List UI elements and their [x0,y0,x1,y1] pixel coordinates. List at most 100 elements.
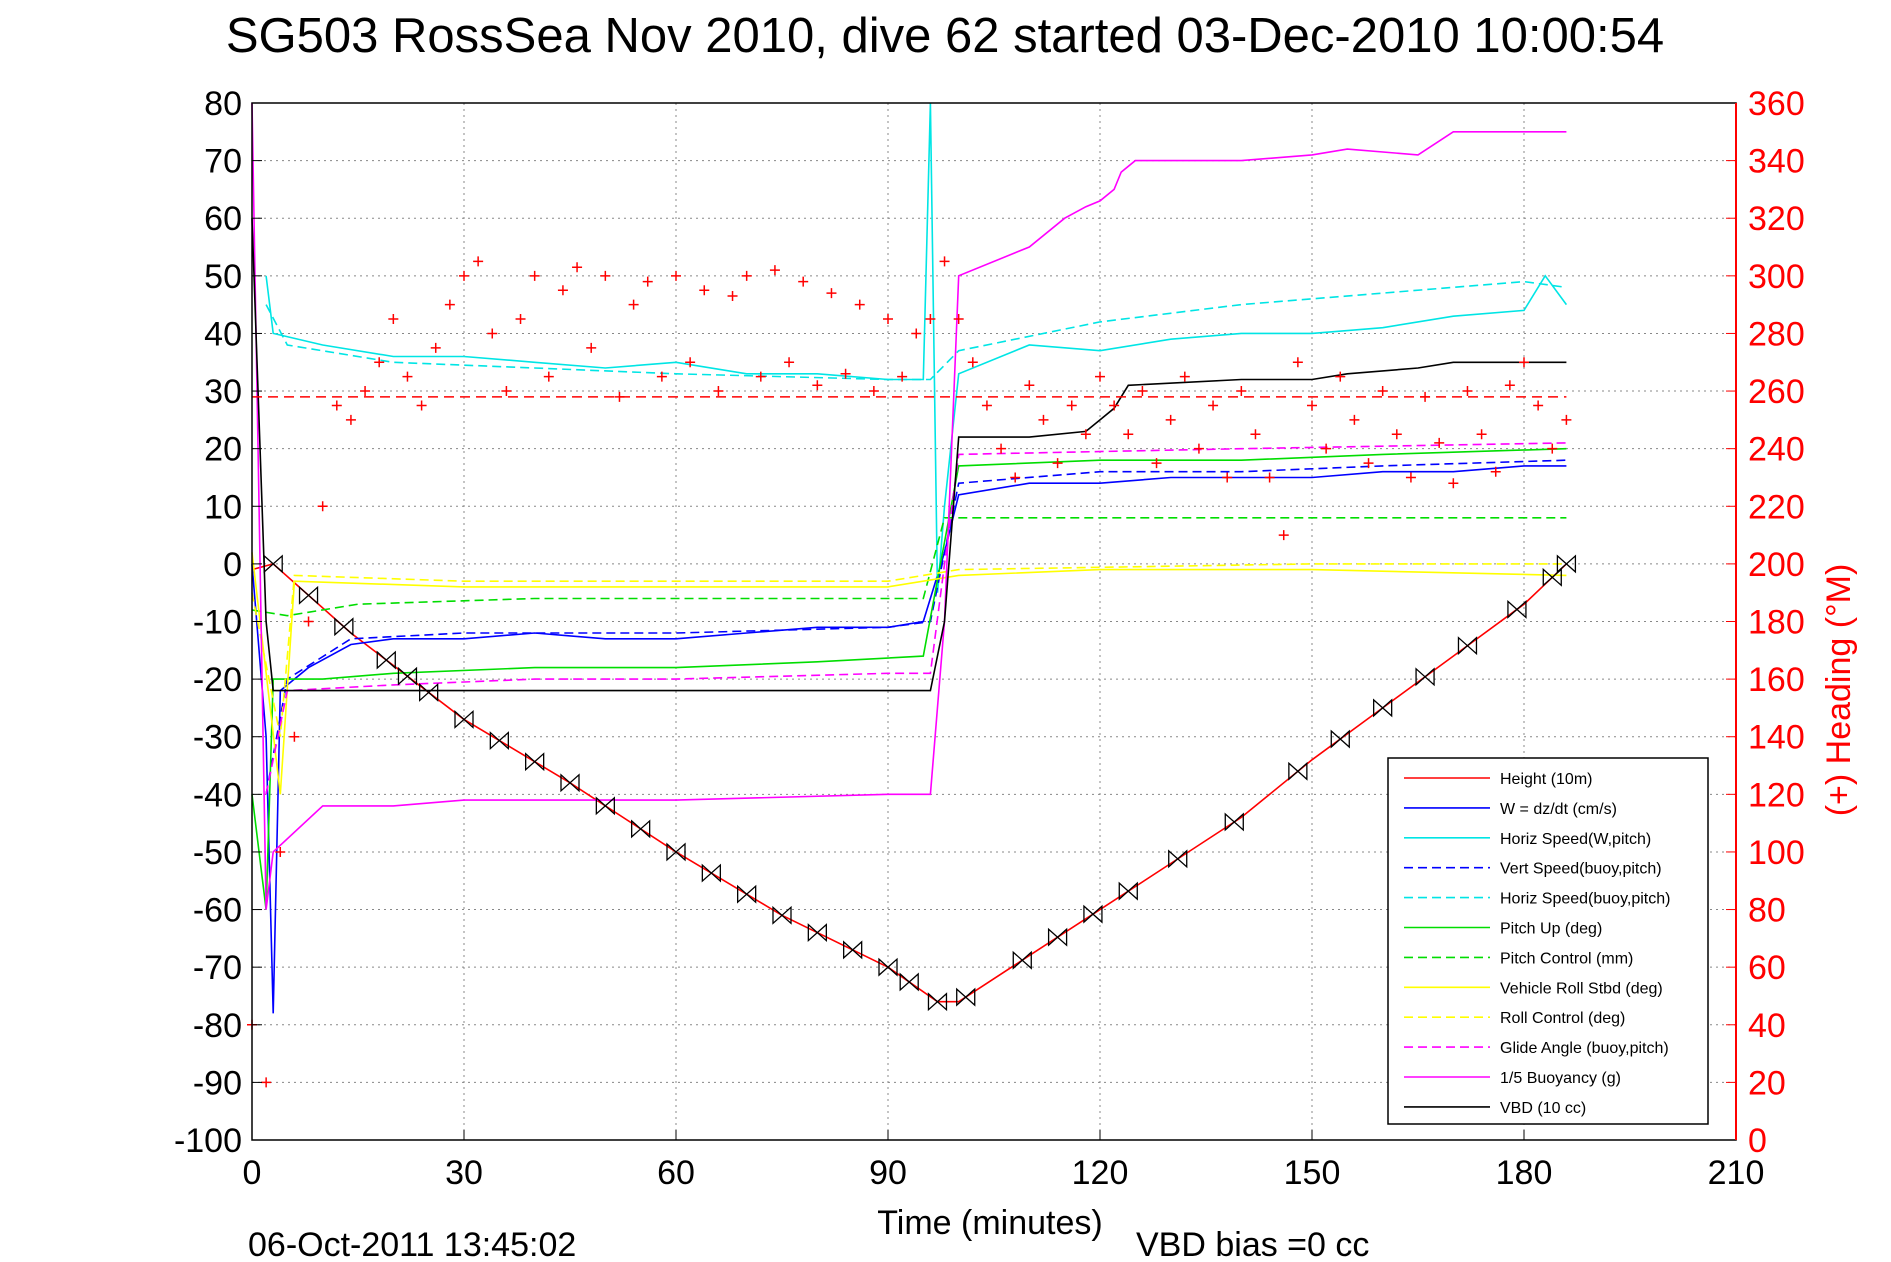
depth-marker [772,905,792,925]
heading-point [1307,400,1317,411]
y-tick-label: 0 [223,546,242,584]
heading-point [1165,414,1176,425]
depth-marker [807,923,827,943]
heading-point [967,357,978,368]
heading-point [1462,386,1473,397]
heading-point [1222,472,1233,483]
heading-point [883,314,893,325]
y-tick-label: -90 [193,1064,242,1102]
x-tick-label: 0 [243,1154,262,1192]
right-y-tick-label: 340 [1748,143,1805,181]
heading-point [1010,472,1021,483]
right-y-tick-label: 360 [1748,85,1805,123]
y-tick-label: -10 [193,604,242,642]
depth-marker [1224,812,1244,832]
right-y-tick-labels: 0 20 40 60 80 100 120 140 160 180 200 220 240 260 280 3… [1748,85,1805,1160]
heading-point [515,314,526,325]
series-line-6 [251,516,1567,617]
heading-point [1561,414,1572,425]
heading-point [1264,472,1275,483]
heading-point [1236,386,1247,397]
heading-point [699,285,710,296]
depth-marker [397,666,418,686]
heading-point [388,314,399,325]
legend-label: 1/5 Buoyancy (g) [1500,1070,1621,1087]
heading-point [925,314,936,325]
depth-marker [263,554,283,574]
heading-point [1519,357,1529,368]
heading-point [1349,414,1360,425]
footer-vbd-bias: VBD bias =0 cc [1136,1226,1369,1262]
series-line-7 [251,552,1567,795]
heading-point [826,288,837,299]
heading-point [261,1077,272,1088]
heading-point [1052,458,1063,469]
depth-marker [927,992,948,1012]
right-y-tick-label: 260 [1748,373,1805,411]
legend-label: Height (10m) [1500,771,1592,788]
heading-point [840,368,851,379]
heading-point [868,386,879,397]
depth-marker [1047,927,1068,947]
heading-point [444,299,455,310]
heading-point [1278,530,1289,541]
heading-point [600,270,611,281]
heading-point [614,391,625,402]
heading-point [897,371,908,382]
heading-point [1420,391,1431,402]
plot-area [247,102,1577,1088]
series-line-10 [251,102,1567,910]
heading-point [572,262,583,273]
heading-point [981,400,992,411]
heading-point [586,342,597,353]
chart-title: SG503 RossSea Nov 2010, dive 62 started … [226,9,1664,63]
y-tick-label: -30 [193,719,242,757]
legend: Height (10m) W = dz/dt (cm/s) Horiz Speed(… [1387,757,1709,1125]
y-tick-label: 60 [204,200,242,238]
x-tick-label: 30 [445,1154,483,1192]
depth-marker [1507,599,1527,619]
series-line-11 [251,218,1567,692]
y-tick-label: -80 [193,1007,242,1045]
right-y-tick-label: 100 [1748,834,1805,872]
legend-label: Glide Angle (buoy,pitch) [1500,1040,1669,1057]
legend-label: Horiz Speed(buoy,pitch) [1500,891,1670,908]
heading-point [1448,478,1459,489]
heading-point [685,357,696,368]
series-line-3 [265,459,1567,795]
heading-point [1476,429,1487,440]
axes [251,102,1737,1141]
right-y-tick-label: 180 [1748,604,1805,642]
heading-point [1109,400,1120,411]
x-tick-label: 120 [1072,1154,1129,1192]
heading-point [755,371,766,382]
heading-point [741,270,752,281]
depth-marker [454,709,474,729]
heading-point [642,276,653,287]
legend-label: Pitch Control (mm) [1500,950,1633,967]
y-tick-label: -60 [193,892,242,930]
depth-marker [298,585,319,605]
depth-marker [666,842,686,862]
heading-point [1123,429,1134,440]
series-line-0 [251,563,1567,1003]
legend-label: Vehicle Roll Stbd (deg) [1500,980,1663,997]
heading-point [1179,371,1190,382]
x-tick-labels: 0 30 60 90 120 150 180 210 [243,1154,1765,1192]
right-y-tick-label: 220 [1748,488,1805,526]
y-tick-label: -20 [193,661,242,699]
y-tick-label: 10 [204,488,242,526]
heading-point [430,342,441,353]
y-tick-label: 80 [204,85,242,123]
heading-point [1434,437,1445,448]
y-tick-label: 40 [204,315,242,353]
depth-marker [525,752,545,772]
depth-marker [737,884,757,904]
x-tick-label: 210 [1708,1154,1765,1192]
heading-point [331,400,342,411]
right-y-tick-label: 60 [1748,949,1786,987]
heading-point [656,371,667,382]
heading-point [459,270,469,281]
heading-point [1405,472,1416,483]
heading-point [911,328,922,339]
